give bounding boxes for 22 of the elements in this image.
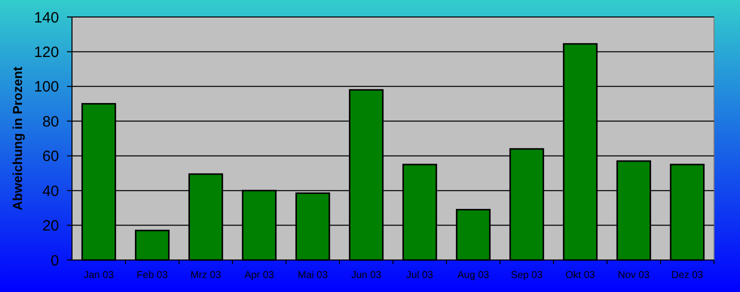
y-axis-title: Abweichung in Prozent (10, 66, 25, 210)
x-tick-label: Jul 03 (406, 270, 434, 281)
y-tick-label: 100 (34, 78, 59, 96)
x-tick-label: Feb 03 (136, 270, 168, 281)
x-tick-label: Okt 03 (566, 270, 596, 281)
x-tick-label: Jan 03 (84, 270, 114, 281)
y-tick-label: 0 (50, 252, 59, 270)
x-tick-label: Dez 03 (671, 270, 704, 281)
x-tick-label: Jun 03 (351, 270, 382, 281)
y-tick-label: 120 (34, 44, 59, 61)
x-tick-label: Mrz 03 (190, 270, 222, 281)
x-tick-label: Nov 03 (618, 270, 650, 281)
x-tick-label: Apr 03 (244, 270, 274, 281)
x-tick-label: Mai 03 (298, 270, 328, 281)
x-tick-label: Aug 03 (457, 270, 490, 281)
y-tick-label: 60 (42, 148, 59, 166)
bar (134, 230, 170, 261)
y-tick-label: 80 (42, 113, 59, 130)
x-tick-label: Sep 03 (510, 270, 544, 281)
y-tick-label: 40 (42, 182, 59, 200)
y-tick-label: 140 (34, 9, 59, 26)
y-tick-label: 20 (42, 218, 59, 235)
